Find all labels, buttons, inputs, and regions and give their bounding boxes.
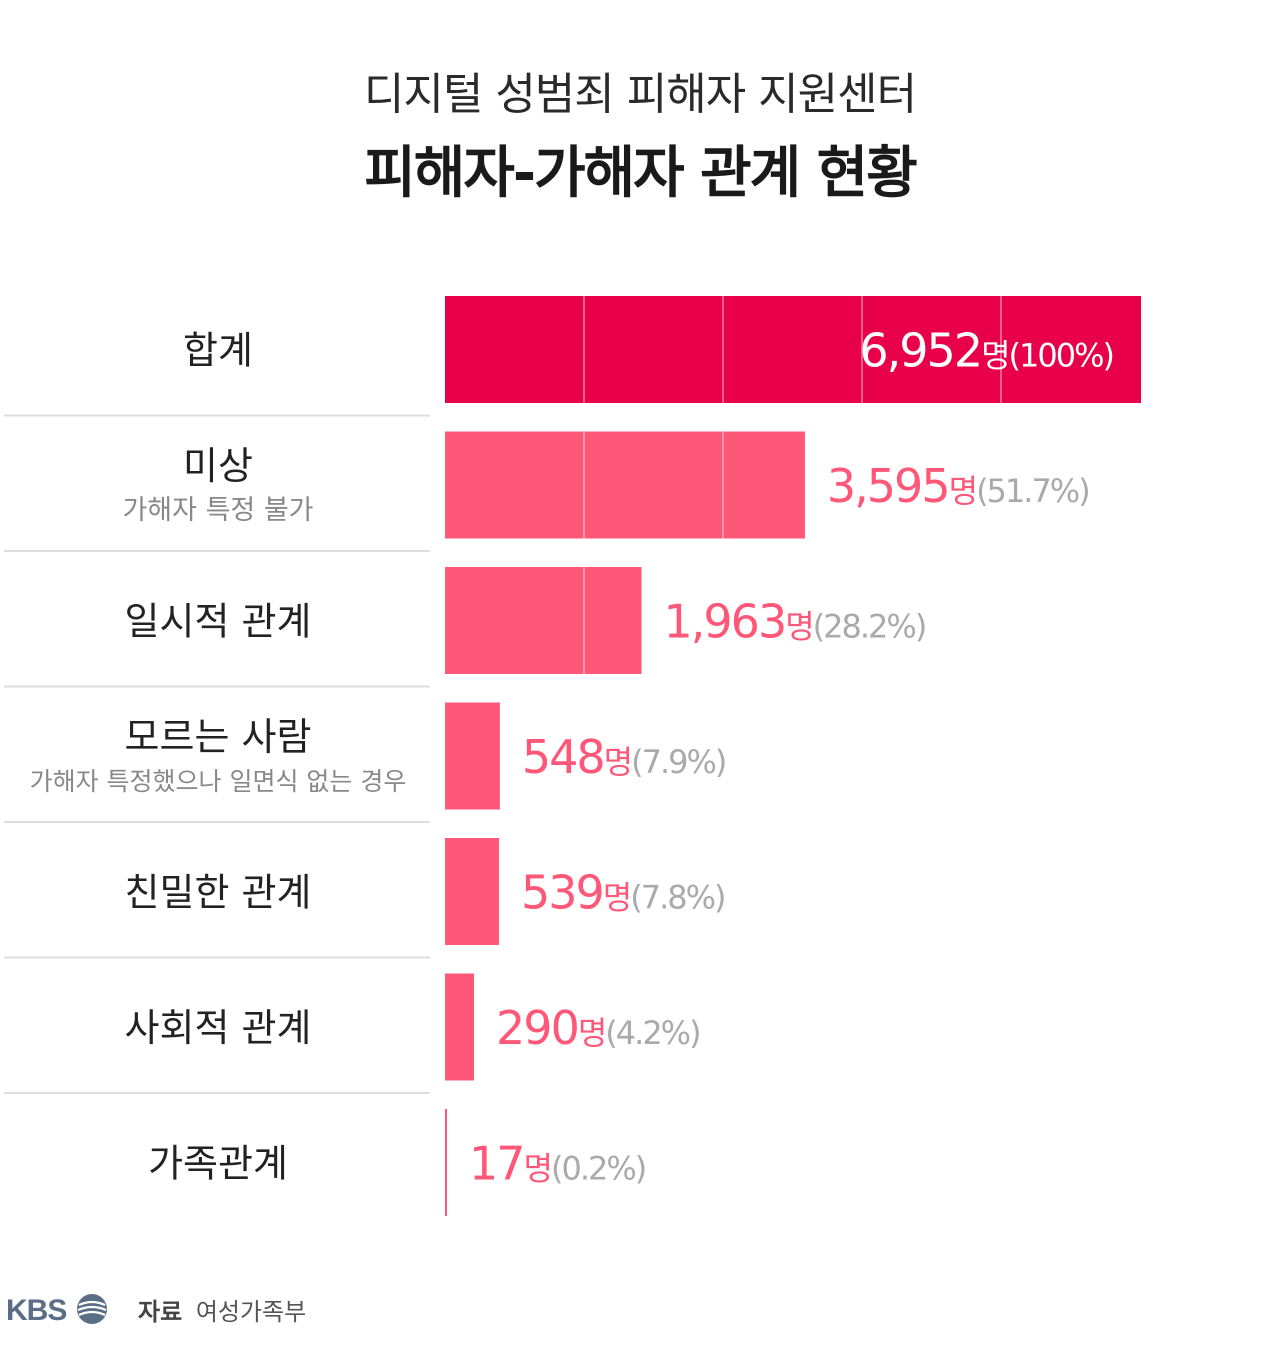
category-label: 미상 <box>183 444 253 488</box>
category-label: 일시적 관계 <box>125 600 312 644</box>
source-key: 자료 <box>138 1298 183 1326</box>
value-number: 6,952 <box>859 324 981 378</box>
value-unit: 명 <box>785 608 812 646</box>
value-percent: (7.8%) <box>630 879 724 917</box>
chart-subtitle: 디지털 성범죄 피해자 지원센터 <box>363 69 917 120</box>
kbs-logo-text: KBS <box>6 1294 66 1327</box>
bar <box>445 567 642 674</box>
category-sublabel: 가해자 특정했으나 일면식 없는 경우 <box>30 767 407 796</box>
value-label: 539명(7.8%) <box>521 866 725 920</box>
chart-title: 피해자-가해자 관계 현황 <box>364 141 917 206</box>
bar <box>445 431 805 539</box>
bar <box>445 838 499 945</box>
value-percent: (51.7%) <box>976 472 1089 510</box>
bar <box>445 702 500 810</box>
value-label: 1,963명(28.2%) <box>664 595 926 649</box>
category-label: 친밀한 관계 <box>125 871 312 915</box>
bar <box>445 973 475 1081</box>
value-number: 548 <box>522 730 604 784</box>
value-label: 6,952명(100%) <box>859 324 1113 378</box>
bar <box>445 1109 447 1216</box>
value-label: 17명(0.2%) <box>469 1137 645 1191</box>
category-label: 합계 <box>183 329 253 373</box>
value-unit: 명 <box>604 743 631 781</box>
bar <box>445 296 1141 403</box>
kbs-logo: KBS <box>6 1288 116 1334</box>
category-sublabel: 가해자 특정 불가 <box>122 495 313 526</box>
value-unit: 명 <box>603 879 630 917</box>
value-number: 1,963 <box>664 595 786 649</box>
kbs-logo-icon <box>77 1294 107 1324</box>
value-number: 290 <box>496 1001 578 1055</box>
value-percent: (4.2%) <box>605 1014 699 1052</box>
value-label: 548명(7.9%) <box>522 730 726 784</box>
value-label: 290명(4.2%) <box>496 1001 700 1055</box>
category-label: 사회적 관계 <box>125 1006 312 1050</box>
source-value: 여성가족부 <box>195 1298 307 1326</box>
category-label: 모르는 사람 <box>125 715 312 759</box>
value-label: 3,595명(51.7%) <box>827 459 1089 513</box>
value-unit: 명 <box>981 337 1008 375</box>
value-number: 3,595 <box>827 459 949 513</box>
source-note: 자료 여성가족부 <box>138 1292 306 1327</box>
value-percent: (7.9%) <box>631 743 725 781</box>
value-percent: (0.2%) <box>551 1150 645 1188</box>
value-unit: 명 <box>524 1150 551 1188</box>
value-unit: 명 <box>578 1014 605 1052</box>
category-label: 가족관계 <box>148 1142 288 1186</box>
value-number: 539 <box>521 866 603 920</box>
value-unit: 명 <box>949 472 976 510</box>
value-percent: (100%) <box>1009 337 1113 375</box>
value-percent: (28.2%) <box>813 608 926 646</box>
value-number: 17 <box>469 1137 524 1191</box>
